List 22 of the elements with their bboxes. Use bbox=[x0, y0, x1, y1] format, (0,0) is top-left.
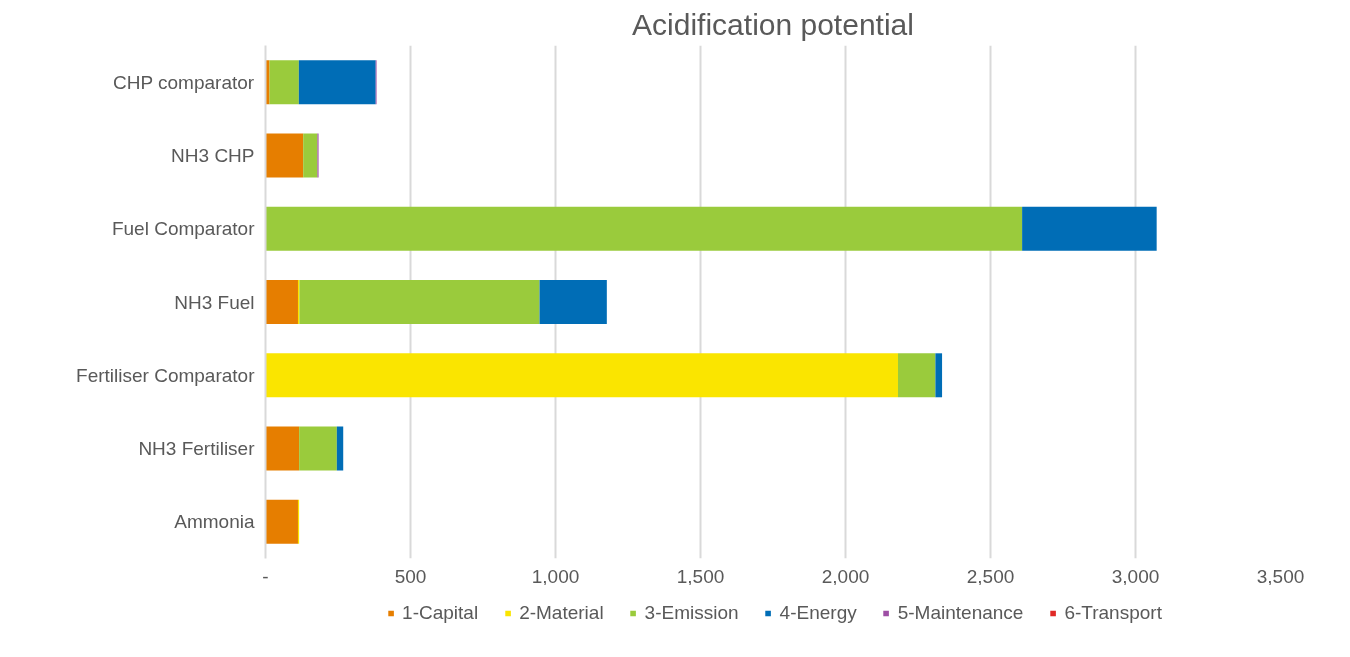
y-tick-label: NH3 Fertiliser bbox=[138, 438, 256, 460]
legend-label: 2-Material bbox=[519, 601, 604, 624]
legend-label: 6-Transport bbox=[1064, 601, 1162, 624]
x-tick-label: 3,500 bbox=[1256, 565, 1305, 587]
y-tick-label: Fuel Comparator bbox=[111, 218, 256, 240]
x-tick-label: 1,500 bbox=[676, 565, 725, 587]
x-tick-label: - bbox=[262, 565, 269, 587]
x-tick-label: 2,500 bbox=[966, 565, 1015, 587]
x-tick-label: 3,000 bbox=[1111, 565, 1160, 587]
y-tick-label: CHP comparator bbox=[113, 71, 255, 93]
x-tick-label: 1,000 bbox=[531, 565, 580, 587]
legend-label: 4-Energy bbox=[779, 601, 857, 624]
x-tick-label: 2,000 bbox=[821, 565, 870, 587]
y-tick-label: Fertiliser Comparator bbox=[76, 364, 256, 386]
legend-label: 1-Capital bbox=[402, 601, 479, 624]
y-tick-label: NH3 CHP bbox=[171, 144, 255, 166]
chart-title: Acidification potential bbox=[632, 7, 914, 41]
y-tick-label: Ammonia bbox=[174, 511, 255, 533]
legend-label: 5-Maintenance bbox=[897, 601, 1024, 624]
legend-label: 3-Emission bbox=[644, 601, 739, 624]
y-tick-label: NH3 Fuel bbox=[174, 291, 255, 313]
x-tick-label: 500 bbox=[394, 565, 427, 587]
